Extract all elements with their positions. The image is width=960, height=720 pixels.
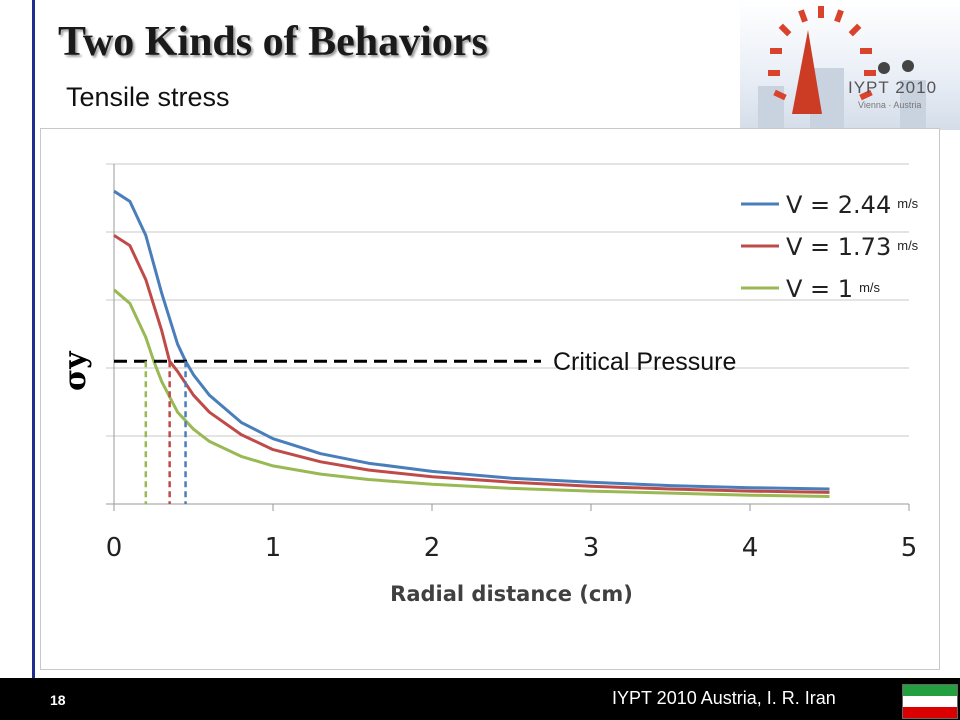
legend-unit-3: m/s <box>859 280 880 295</box>
legend-unit-2: m/s <box>897 238 918 253</box>
page-number: 18 <box>50 692 66 708</box>
iran-flag-icon <box>902 684 958 719</box>
x-tick-label: 0 <box>106 533 123 563</box>
legend-label-2: V = 1.73 <box>786 233 891 261</box>
footer-text: IYPT 2010 Austria, I. R. Iran <box>612 688 836 708</box>
x-tick-label: 2 <box>424 533 441 563</box>
series-line-2 <box>113 234 830 494</box>
footer-bar <box>0 678 960 720</box>
y-axis-title: σy <box>58 350 93 391</box>
slide-title: Two Kinds of Behaviors <box>58 19 488 65</box>
slide-subtitle: Tensile stress <box>66 82 230 112</box>
iypt-logo-icon <box>768 6 914 114</box>
x-tick-label: 4 <box>742 533 759 563</box>
logo-text: IYPT 2010 <box>848 78 938 97</box>
x-tick-label: 1 <box>265 533 282 563</box>
series-line-3 <box>113 288 830 498</box>
left-accent-rule <box>32 0 35 678</box>
stress-chart: 0 1 2 3 4 5 Radial distance (cm) Critical Press… <box>58 163 919 606</box>
chart-panel: 0 1 2 3 4 5 Radial distance (cm) Critical Press… <box>40 128 940 670</box>
series-line-1 <box>113 189 830 491</box>
legend-label-3: V = 1 <box>786 275 853 303</box>
logo-subtext: Vienna · Austria <box>858 100 922 110</box>
legend-label-1: V = 2.44 <box>786 191 891 219</box>
x-tick-label: 5 <box>901 533 918 563</box>
legend-unit-1: m/s <box>897 196 918 211</box>
critical-pressure-label: Critical Pressure <box>553 348 736 376</box>
x-axis-title: Radial distance (cm) <box>390 582 633 606</box>
x-tick-label: 3 <box>583 533 600 563</box>
